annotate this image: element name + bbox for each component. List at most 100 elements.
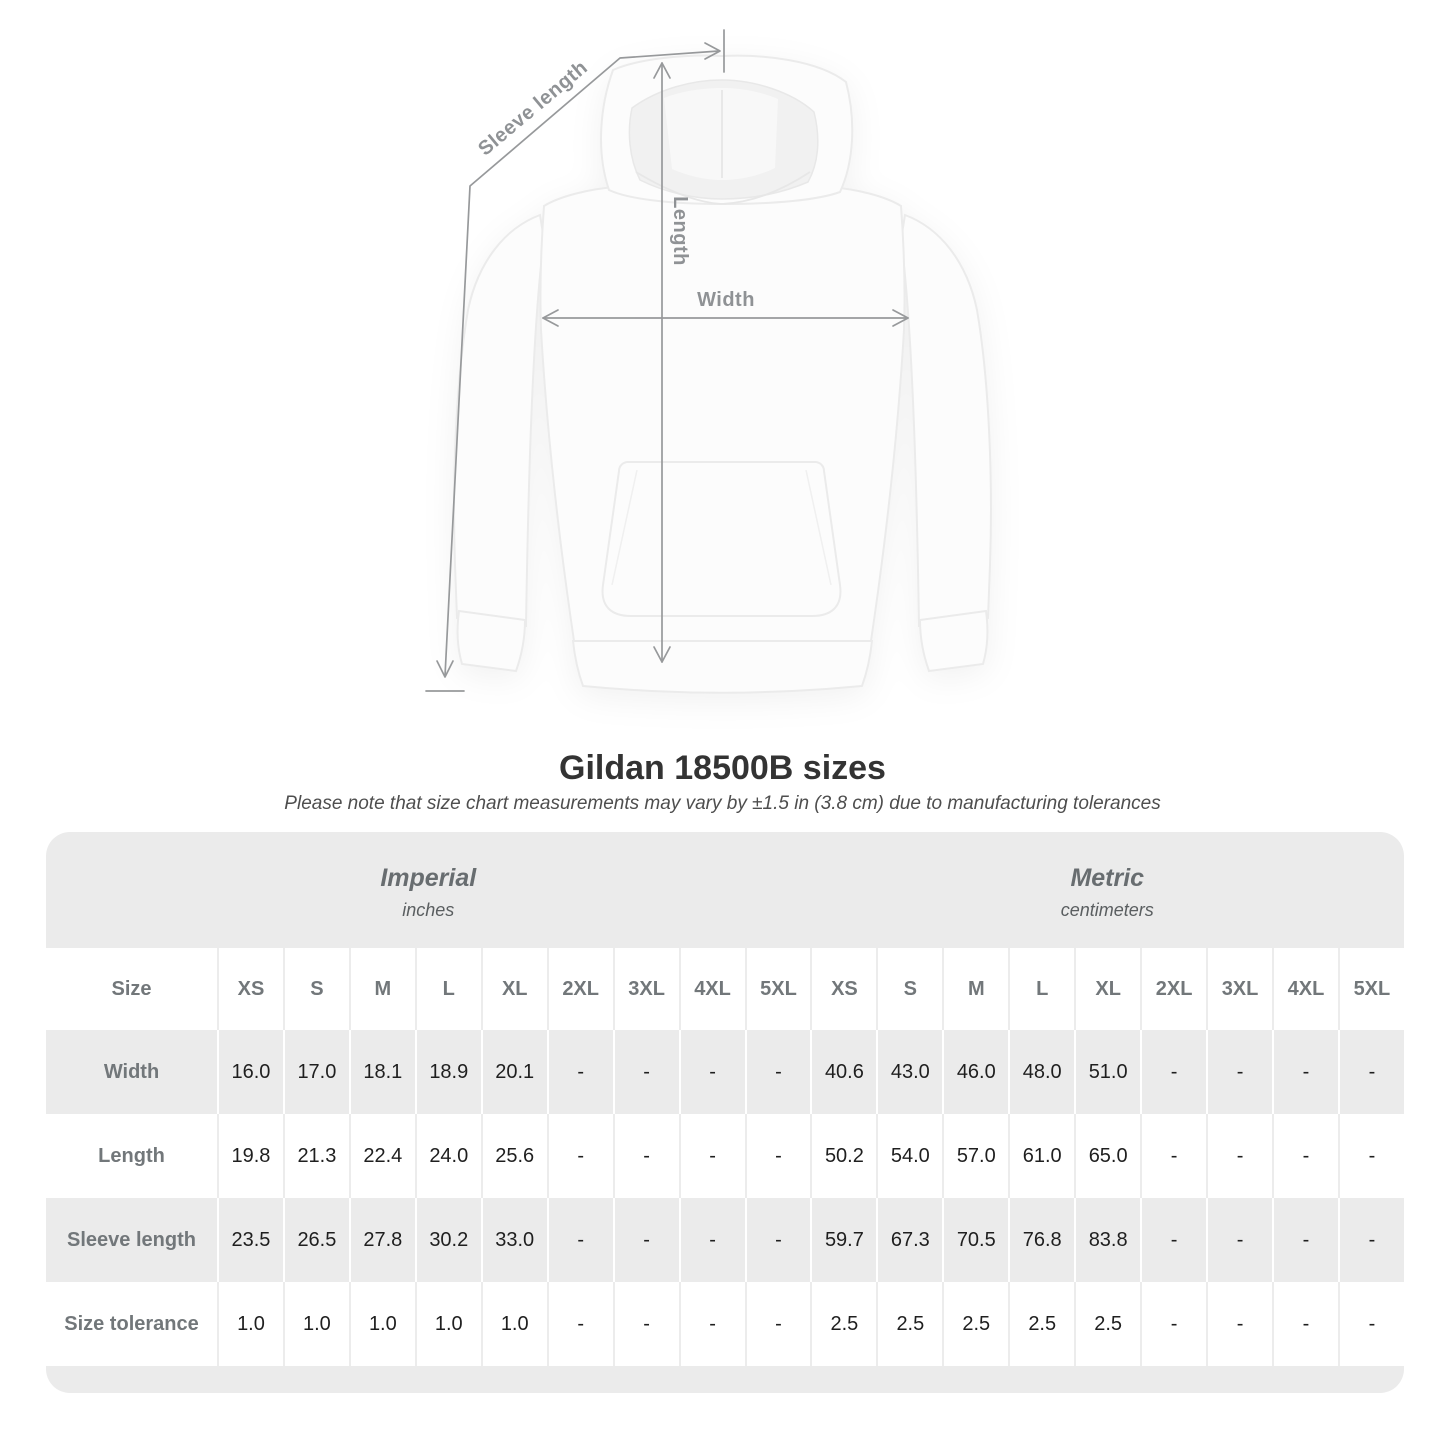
hoodie-hem-band — [571, 640, 874, 694]
imperial-value: - — [612, 1198, 679, 1282]
imperial-value: 17.0 — [282, 1030, 349, 1114]
metric-value: - — [1337, 1282, 1404, 1366]
size-header-imperial: XL — [480, 948, 547, 1030]
metric-value: 2.5 — [810, 1282, 876, 1366]
metric-value: - — [1206, 1198, 1272, 1282]
hoodie-left-cuff — [456, 609, 527, 673]
size-header-metric: 2XL — [1140, 948, 1206, 1030]
size-header-row: Size XS S M L XL 2XL 3XL 4XL 5XL XS S M L XL 2XL 3XL 4XL 5… — [46, 948, 1404, 1030]
size-header-imperial: S — [282, 948, 349, 1030]
size-header-imperial: M — [348, 948, 415, 1030]
size-header-metric: L — [1008, 948, 1074, 1030]
imperial-value: - — [744, 1114, 811, 1198]
metric-value: 70.5 — [942, 1198, 1008, 1282]
metric-value: 40.6 — [810, 1030, 876, 1114]
length-arrow-down — [653, 646, 671, 663]
size-header-metric: 4XL — [1272, 948, 1338, 1030]
imperial-value: 21.3 — [282, 1114, 349, 1198]
imperial-value: - — [744, 1282, 811, 1366]
metric-value: - — [1206, 1030, 1272, 1114]
pocket-stitch-right — [805, 469, 832, 586]
imperial-value: - — [678, 1282, 745, 1366]
metric-title: Metric — [1070, 863, 1145, 892]
imperial-value: 1.0 — [480, 1282, 547, 1366]
size-header-metric: XL — [1074, 948, 1140, 1030]
metric-value: 65.0 — [1074, 1114, 1140, 1198]
hoodie-measurement-diagram: Sleeve length Length Width — [425, 29, 992, 694]
imperial-header: Imperial inches — [46, 832, 811, 948]
sleeve-arrow-right — [704, 42, 721, 60]
metric-value: 76.8 — [1008, 1198, 1074, 1282]
imperial-value: 1.0 — [348, 1282, 415, 1366]
imperial-value: - — [546, 1114, 613, 1198]
metric-value: 2.5 — [876, 1282, 942, 1366]
metric-value: - — [1337, 1030, 1404, 1114]
imperial-value: 1.0 — [282, 1282, 349, 1366]
metric-value: 43.0 — [876, 1030, 942, 1114]
imperial-value: 1.0 — [414, 1282, 481, 1366]
imperial-value: 18.1 — [348, 1030, 415, 1114]
imperial-value: - — [546, 1030, 613, 1114]
size-header-imperial: XS — [217, 948, 283, 1030]
imperial-value: 25.6 — [480, 1114, 547, 1198]
imperial-value: 24.0 — [414, 1114, 481, 1198]
length-label: Length — [669, 196, 691, 266]
imperial-value: 27.8 — [348, 1198, 415, 1282]
imperial-value: - — [678, 1114, 745, 1198]
metric-value: - — [1272, 1114, 1338, 1198]
imperial-value: 22.4 — [348, 1114, 415, 1198]
pocket-stitch-left — [611, 469, 638, 586]
metric-value: - — [1140, 1198, 1206, 1282]
imperial-title: Imperial — [380, 863, 477, 892]
imperial-value: 19.8 — [217, 1114, 283, 1198]
metric-value: - — [1272, 1030, 1338, 1114]
metric-value: - — [1337, 1198, 1404, 1282]
metric-value: 2.5 — [1008, 1282, 1074, 1366]
hoodie-illustration — [453, 54, 992, 694]
size-header-metric: S — [876, 948, 942, 1030]
measurement-row: Sleeve length 23.5 26.5 27.8 30.2 33.0- - - -59.… — [46, 1198, 1404, 1282]
size-header-metric: XS — [810, 948, 876, 1030]
imperial-value: - — [744, 1198, 811, 1282]
measurement-row: Length 19.8 21.3 22.4 24.0 25.6- - - -50.2 54.0 57… — [46, 1114, 1404, 1198]
row-label: Sleeve length — [67, 1228, 196, 1251]
metric-value: 51.0 — [1074, 1030, 1140, 1114]
metric-value: - — [1206, 1282, 1272, 1366]
page-title: Gildan 18500B sizes — [559, 749, 886, 787]
metric-value: - — [1140, 1030, 1206, 1114]
hood-drape-left — [635, 171, 723, 205]
metric-value: - — [1140, 1114, 1206, 1198]
measurement-row: Width 16.0 17.0 18.1 18.9 20.1- - - -40.6 43.0 46.… — [46, 1030, 1404, 1114]
metric-value: 46.0 — [942, 1030, 1008, 1114]
sleeve-arrow-down — [436, 660, 454, 678]
size-column-label: Size — [111, 977, 152, 1000]
unit-header-row: Imperial inches Metric centimeters — [46, 832, 1404, 948]
imperial-value: - — [612, 1030, 679, 1114]
size-table: Size XS S M L XL 2XL 3XL 4XL 5XL XS S M L XL 2XL 3XL 4XL 5… — [46, 948, 1404, 1366]
width-label: Width — [697, 289, 755, 311]
imperial-value: - — [612, 1282, 679, 1366]
imperial-value: 33.0 — [480, 1198, 547, 1282]
imperial-value: - — [744, 1030, 811, 1114]
hoodie-pocket — [601, 461, 842, 617]
imperial-value: 20.1 — [480, 1030, 547, 1114]
metric-value: 83.8 — [1074, 1198, 1140, 1282]
imperial-value: 26.5 — [282, 1198, 349, 1282]
imperial-value: 1.0 — [217, 1282, 283, 1366]
metric-value: - — [1206, 1114, 1272, 1198]
metric-unit: centimeters — [1060, 899, 1154, 920]
metric-value: 61.0 — [1008, 1114, 1074, 1198]
row-label: Width — [103, 1060, 160, 1083]
sleeve-length-label: Sleeve length — [474, 56, 592, 160]
size-header-imperial: 5XL — [744, 948, 811, 1030]
size-header-metric: M — [942, 948, 1008, 1030]
imperial-value: - — [612, 1114, 679, 1198]
size-header-imperial: 3XL — [612, 948, 679, 1030]
panel-footer — [46, 1366, 1404, 1393]
metric-value: 67.3 — [876, 1198, 942, 1282]
hoodie-right-cuff — [918, 609, 989, 673]
imperial-value: - — [678, 1030, 745, 1114]
metric-value: 57.0 — [942, 1114, 1008, 1198]
imperial-value: - — [546, 1198, 613, 1282]
size-chart-panel: Imperial inches Metric centimeters Size X… — [46, 832, 1404, 1393]
